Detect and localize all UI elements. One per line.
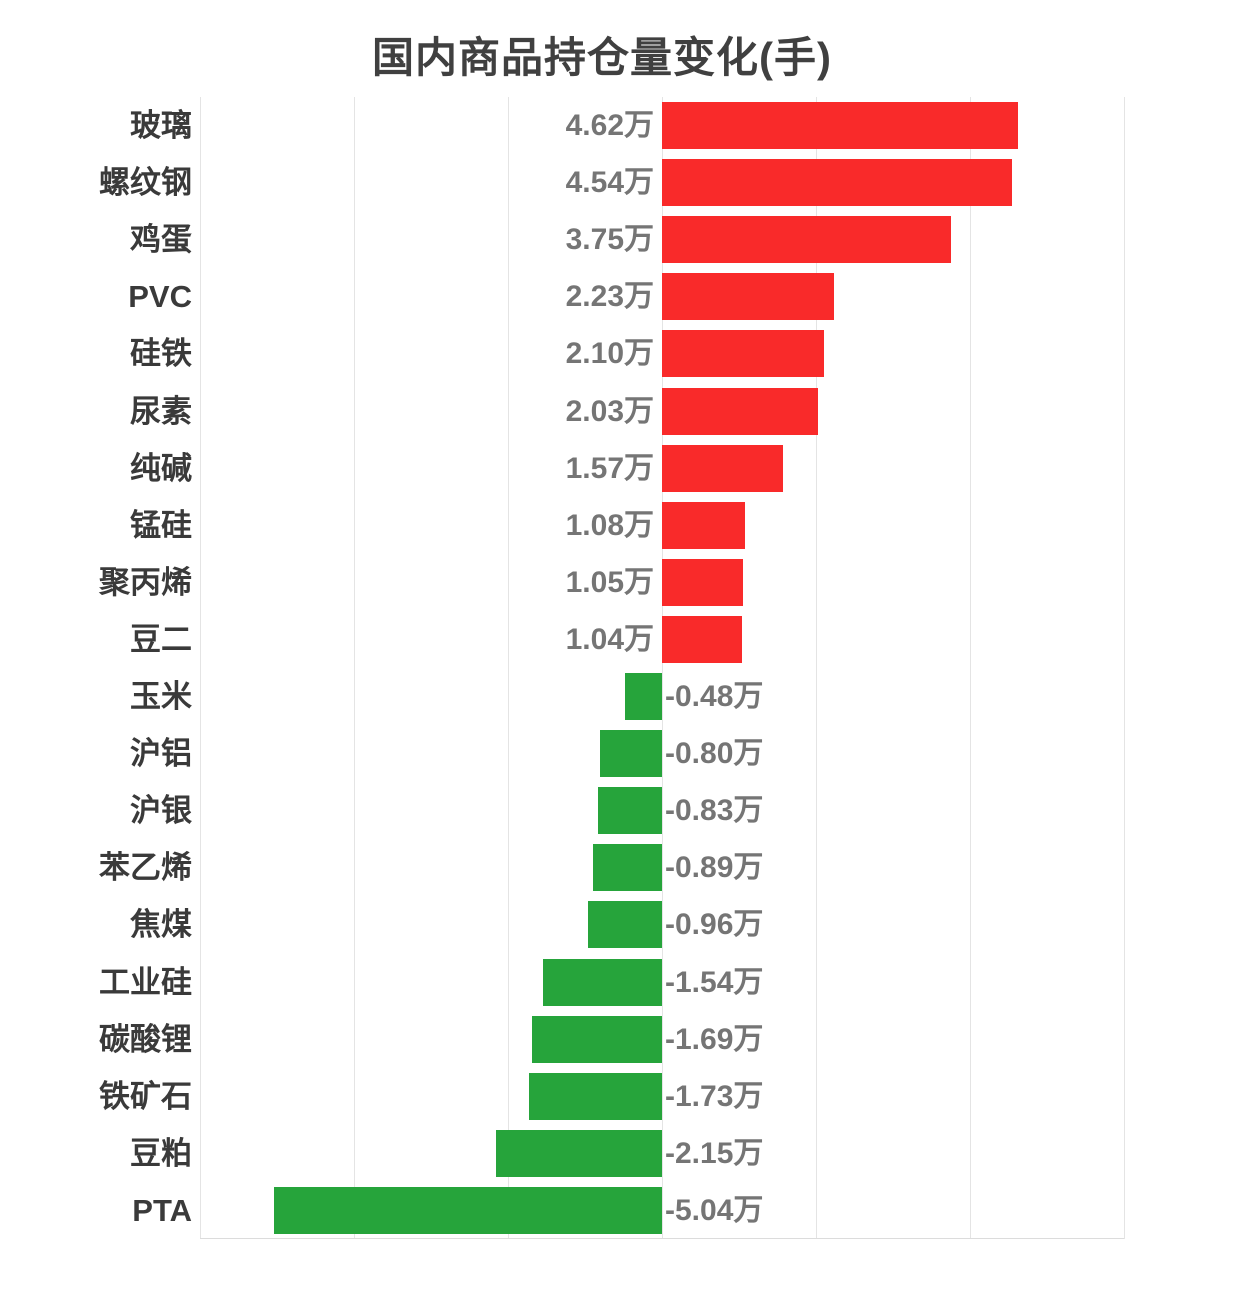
bar [662, 501, 746, 549]
category-label: 沪铝 [130, 736, 192, 772]
category-label: 玻璃 [130, 108, 192, 143]
bar [625, 673, 662, 721]
bar [543, 958, 662, 1006]
value-label: -1.54万 [665, 965, 764, 999]
bar [528, 1072, 662, 1120]
gridline [970, 97, 971, 1239]
value-label: -0.89万 [665, 851, 764, 885]
category-label: 硅铁 [130, 336, 192, 372]
value-label: -0.96万 [665, 908, 764, 942]
bar [662, 273, 834, 321]
category-label: 鸡蛋 [130, 222, 192, 258]
category-label: 焦煤 [130, 907, 192, 943]
category-label: 工业硅 [99, 964, 192, 1000]
value-label: 1.05万 [565, 565, 654, 599]
value-label: 3.75万 [565, 223, 654, 257]
value-label: 2.03万 [565, 394, 654, 428]
value-label: 2.23万 [565, 280, 654, 314]
category-label: 尿素 [130, 393, 192, 429]
gridline [354, 97, 355, 1239]
bar [662, 216, 951, 264]
value-label: 1.04万 [565, 622, 654, 656]
value-label: 2.10万 [565, 337, 654, 371]
bar [273, 1186, 662, 1234]
gridline [200, 97, 201, 1239]
category-label: 纯碱 [130, 450, 192, 486]
bar [662, 330, 824, 378]
chart-title: 国内商品持仓量变化(手) [372, 34, 832, 81]
bar [598, 787, 662, 835]
value-label: 4.62万 [565, 109, 654, 142]
value-label: -0.80万 [665, 737, 764, 771]
value-label: 4.54万 [565, 166, 654, 200]
category-label: 玉米 [130, 679, 192, 714]
category-label: 碳酸锂 [99, 1021, 192, 1057]
category-label: 豆粕 [130, 1135, 192, 1171]
bar [593, 844, 662, 892]
category-label: 沪银 [130, 793, 192, 829]
category-label: 螺纹钢 [99, 165, 192, 201]
category-label: PVC [128, 279, 192, 315]
gridline [508, 97, 509, 1239]
bar [662, 102, 1018, 150]
category-label: 豆二 [130, 621, 192, 657]
bar [531, 1015, 662, 1063]
value-label: -0.48万 [665, 680, 764, 713]
value-label: -1.69万 [665, 1022, 764, 1056]
category-label: PTA [132, 1192, 192, 1228]
bar [496, 1129, 662, 1177]
gridline [1124, 97, 1125, 1239]
category-label: 锰硅 [130, 507, 192, 543]
value-label: -1.73万 [665, 1079, 764, 1113]
bar [662, 444, 783, 492]
value-label: -0.83万 [665, 794, 764, 828]
category-axis: 玻璃螺纹钢鸡蛋 PVC 硅铁尿素纯碱锰硅聚丙烯豆二玉米沪铝沪银苯乙烯焦煤工业硅碳酸锂… [0, 97, 192, 1239]
category-label: 苯乙烯 [99, 850, 192, 886]
gridline [816, 97, 817, 1239]
value-label: 1.08万 [565, 508, 654, 542]
gridline [662, 97, 663, 1239]
x-axis-line [200, 1238, 1124, 1239]
bar [662, 615, 743, 663]
bar [662, 387, 819, 435]
bar [662, 159, 1012, 207]
value-label: 1.57万 [565, 451, 654, 485]
bar [588, 901, 662, 949]
category-label: 铁矿石 [99, 1078, 192, 1114]
bar [600, 730, 662, 778]
bar [662, 558, 743, 606]
value-label: -2.15万 [665, 1136, 764, 1170]
value-label: -5.04万 [665, 1193, 764, 1227]
plot-area: 4.62万 4.54万 3.75万 2.23万 2.10万 2.03万 1.57万 1.08万… [200, 97, 1125, 1239]
category-label: 聚丙烯 [99, 564, 192, 600]
